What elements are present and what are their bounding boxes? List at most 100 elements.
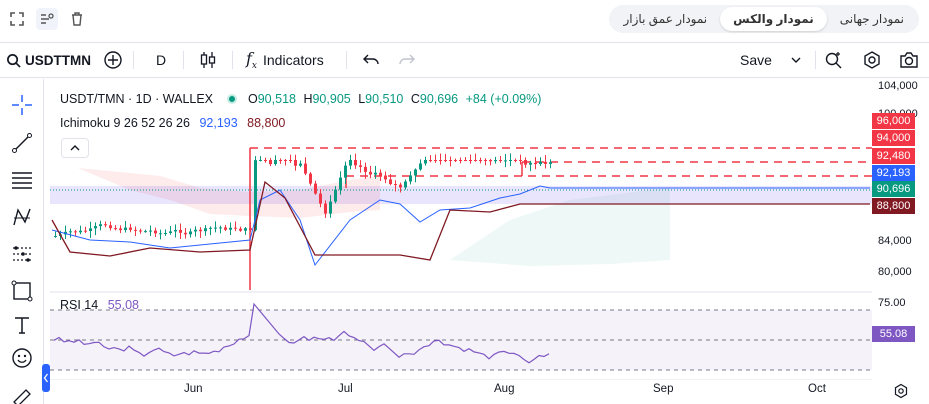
candle-body: [259, 160, 262, 161]
candle-body: [149, 230, 152, 232]
candle-body: [524, 160, 527, 165]
candle-body: [254, 160, 257, 231]
time-label-aug: Aug: [494, 383, 515, 395]
open-value: 90,518: [257, 92, 296, 106]
compare-button[interactable]: [103, 43, 123, 77]
crosshair-tool[interactable]: [8, 91, 36, 119]
rsi-label: RSI 14: [60, 298, 99, 312]
price-tick: 84,000: [878, 235, 912, 247]
rsi-value: 55.08: [107, 298, 139, 312]
tenkan-badge: 92,193: [872, 165, 915, 181]
tab-depth-chart[interactable]: نمودار عمق بازار: [623, 12, 708, 26]
fullscreen-icon[interactable]: [6, 8, 28, 30]
shape-tool[interactable]: [8, 277, 36, 305]
candle-body: [369, 171, 372, 175]
ichimoku-legend[interactable]: Ichimoku 9 26 52 26 26 92,193 88,800: [60, 116, 285, 130]
kijun-line: [51, 180, 870, 261]
change-value: +84 (+0.09%): [465, 92, 542, 106]
candle-body: [464, 160, 467, 161]
trendline-tool[interactable]: [8, 129, 36, 157]
open-label: O: [248, 92, 258, 106]
candles-icon: [200, 52, 216, 68]
pattern-tool[interactable]: [8, 203, 36, 231]
time-label-jul: Jul: [338, 383, 353, 395]
search-spark-icon: [825, 52, 842, 69]
candle-body: [79, 230, 82, 233]
candle-body: [454, 160, 457, 161]
candle-body: [354, 160, 357, 166]
trash-icon[interactable]: [66, 8, 88, 30]
crosshair-icon: [12, 95, 32, 115]
candle-body: [389, 179, 392, 185]
save-menu-button[interactable]: [790, 43, 802, 77]
candle-body: [189, 231, 192, 235]
collapse-legend-button[interactable]: [61, 138, 89, 158]
gear-icon: [894, 383, 908, 399]
candle-body: [159, 233, 162, 235]
save-button[interactable]: Save: [740, 52, 772, 68]
candle-body: [99, 224, 102, 227]
tab-wallex-chart[interactable]: نمودار والکس: [720, 7, 827, 31]
indicators-button[interactable]: fx Indicators: [246, 43, 324, 77]
candle-body: [539, 161, 542, 165]
tab-global-chart[interactable]: نمودار جهانی: [839, 12, 904, 26]
candle-body: [409, 175, 412, 182]
chart-style-button[interactable]: [198, 43, 218, 77]
candle-body: [399, 184, 402, 188]
candle-body: [89, 228, 92, 232]
rsi-legend[interactable]: RSI 14 55.08: [60, 298, 139, 312]
quick-search-button[interactable]: [824, 43, 844, 77]
rsi-line: [53, 302, 550, 364]
emoji-tool[interactable]: [8, 344, 36, 372]
undo-button[interactable]: [362, 43, 380, 77]
candle-body: [289, 160, 292, 161]
low-label: L: [358, 92, 366, 106]
candle-body: [374, 172, 377, 175]
candle-body: [299, 163, 302, 166]
candle-body: [504, 160, 507, 162]
candle-body: [244, 228, 247, 231]
symbol-label: USDTTMN: [25, 52, 91, 68]
price-chart[interactable]: [50, 80, 872, 380]
candle-body: [144, 231, 147, 233]
text-tool[interactable]: [8, 311, 36, 339]
candle-body: [334, 189, 337, 202]
ruler-icon: [13, 389, 31, 404]
redo-button[interactable]: [398, 43, 416, 77]
candle-body: [444, 160, 447, 161]
interval-button[interactable]: D: [156, 52, 167, 68]
camera-icon: [900, 52, 918, 68]
candle-body: [94, 226, 97, 229]
snapshot-button[interactable]: [898, 43, 920, 77]
high-value: 90,905: [312, 92, 351, 106]
candle-body: [184, 232, 187, 235]
time-axis-settings-button[interactable]: [893, 383, 909, 399]
kijun-badge: 88,800: [872, 198, 915, 214]
ruler-tool[interactable]: [8, 384, 36, 404]
rsi-badge: 55.08: [872, 326, 915, 342]
candle-body: [249, 228, 252, 231]
candle-body: [349, 160, 352, 166]
chevron-down-icon: [791, 57, 801, 63]
fib-tool[interactable]: [8, 166, 36, 194]
price-axis[interactable]: 104,000 100,000 84,000 80,000 96,000 94,…: [872, 80, 929, 380]
settings-list-icon[interactable]: [36, 8, 58, 30]
forecast-tool[interactable]: [8, 240, 36, 268]
candle-body: [364, 166, 367, 172]
candle-body: [284, 160, 287, 161]
indicators-label: Indicators: [263, 52, 324, 68]
candle-body: [74, 231, 77, 233]
price-tick: 104,000: [878, 80, 918, 92]
settings-button[interactable]: [862, 43, 882, 77]
symbol-search[interactable]: USDTTMN: [6, 43, 91, 77]
close-value: 90,696: [419, 92, 459, 106]
toolbar-collapse-handle[interactable]: [42, 364, 50, 392]
candle-body: [544, 161, 547, 164]
candle-body: [219, 227, 222, 229]
candle-body: [124, 227, 127, 231]
candle-body: [304, 163, 307, 174]
candle-body: [204, 228, 207, 232]
undo-icon: [363, 54, 379, 65]
candle-body: [394, 184, 397, 186]
candle-body: [494, 160, 497, 162]
